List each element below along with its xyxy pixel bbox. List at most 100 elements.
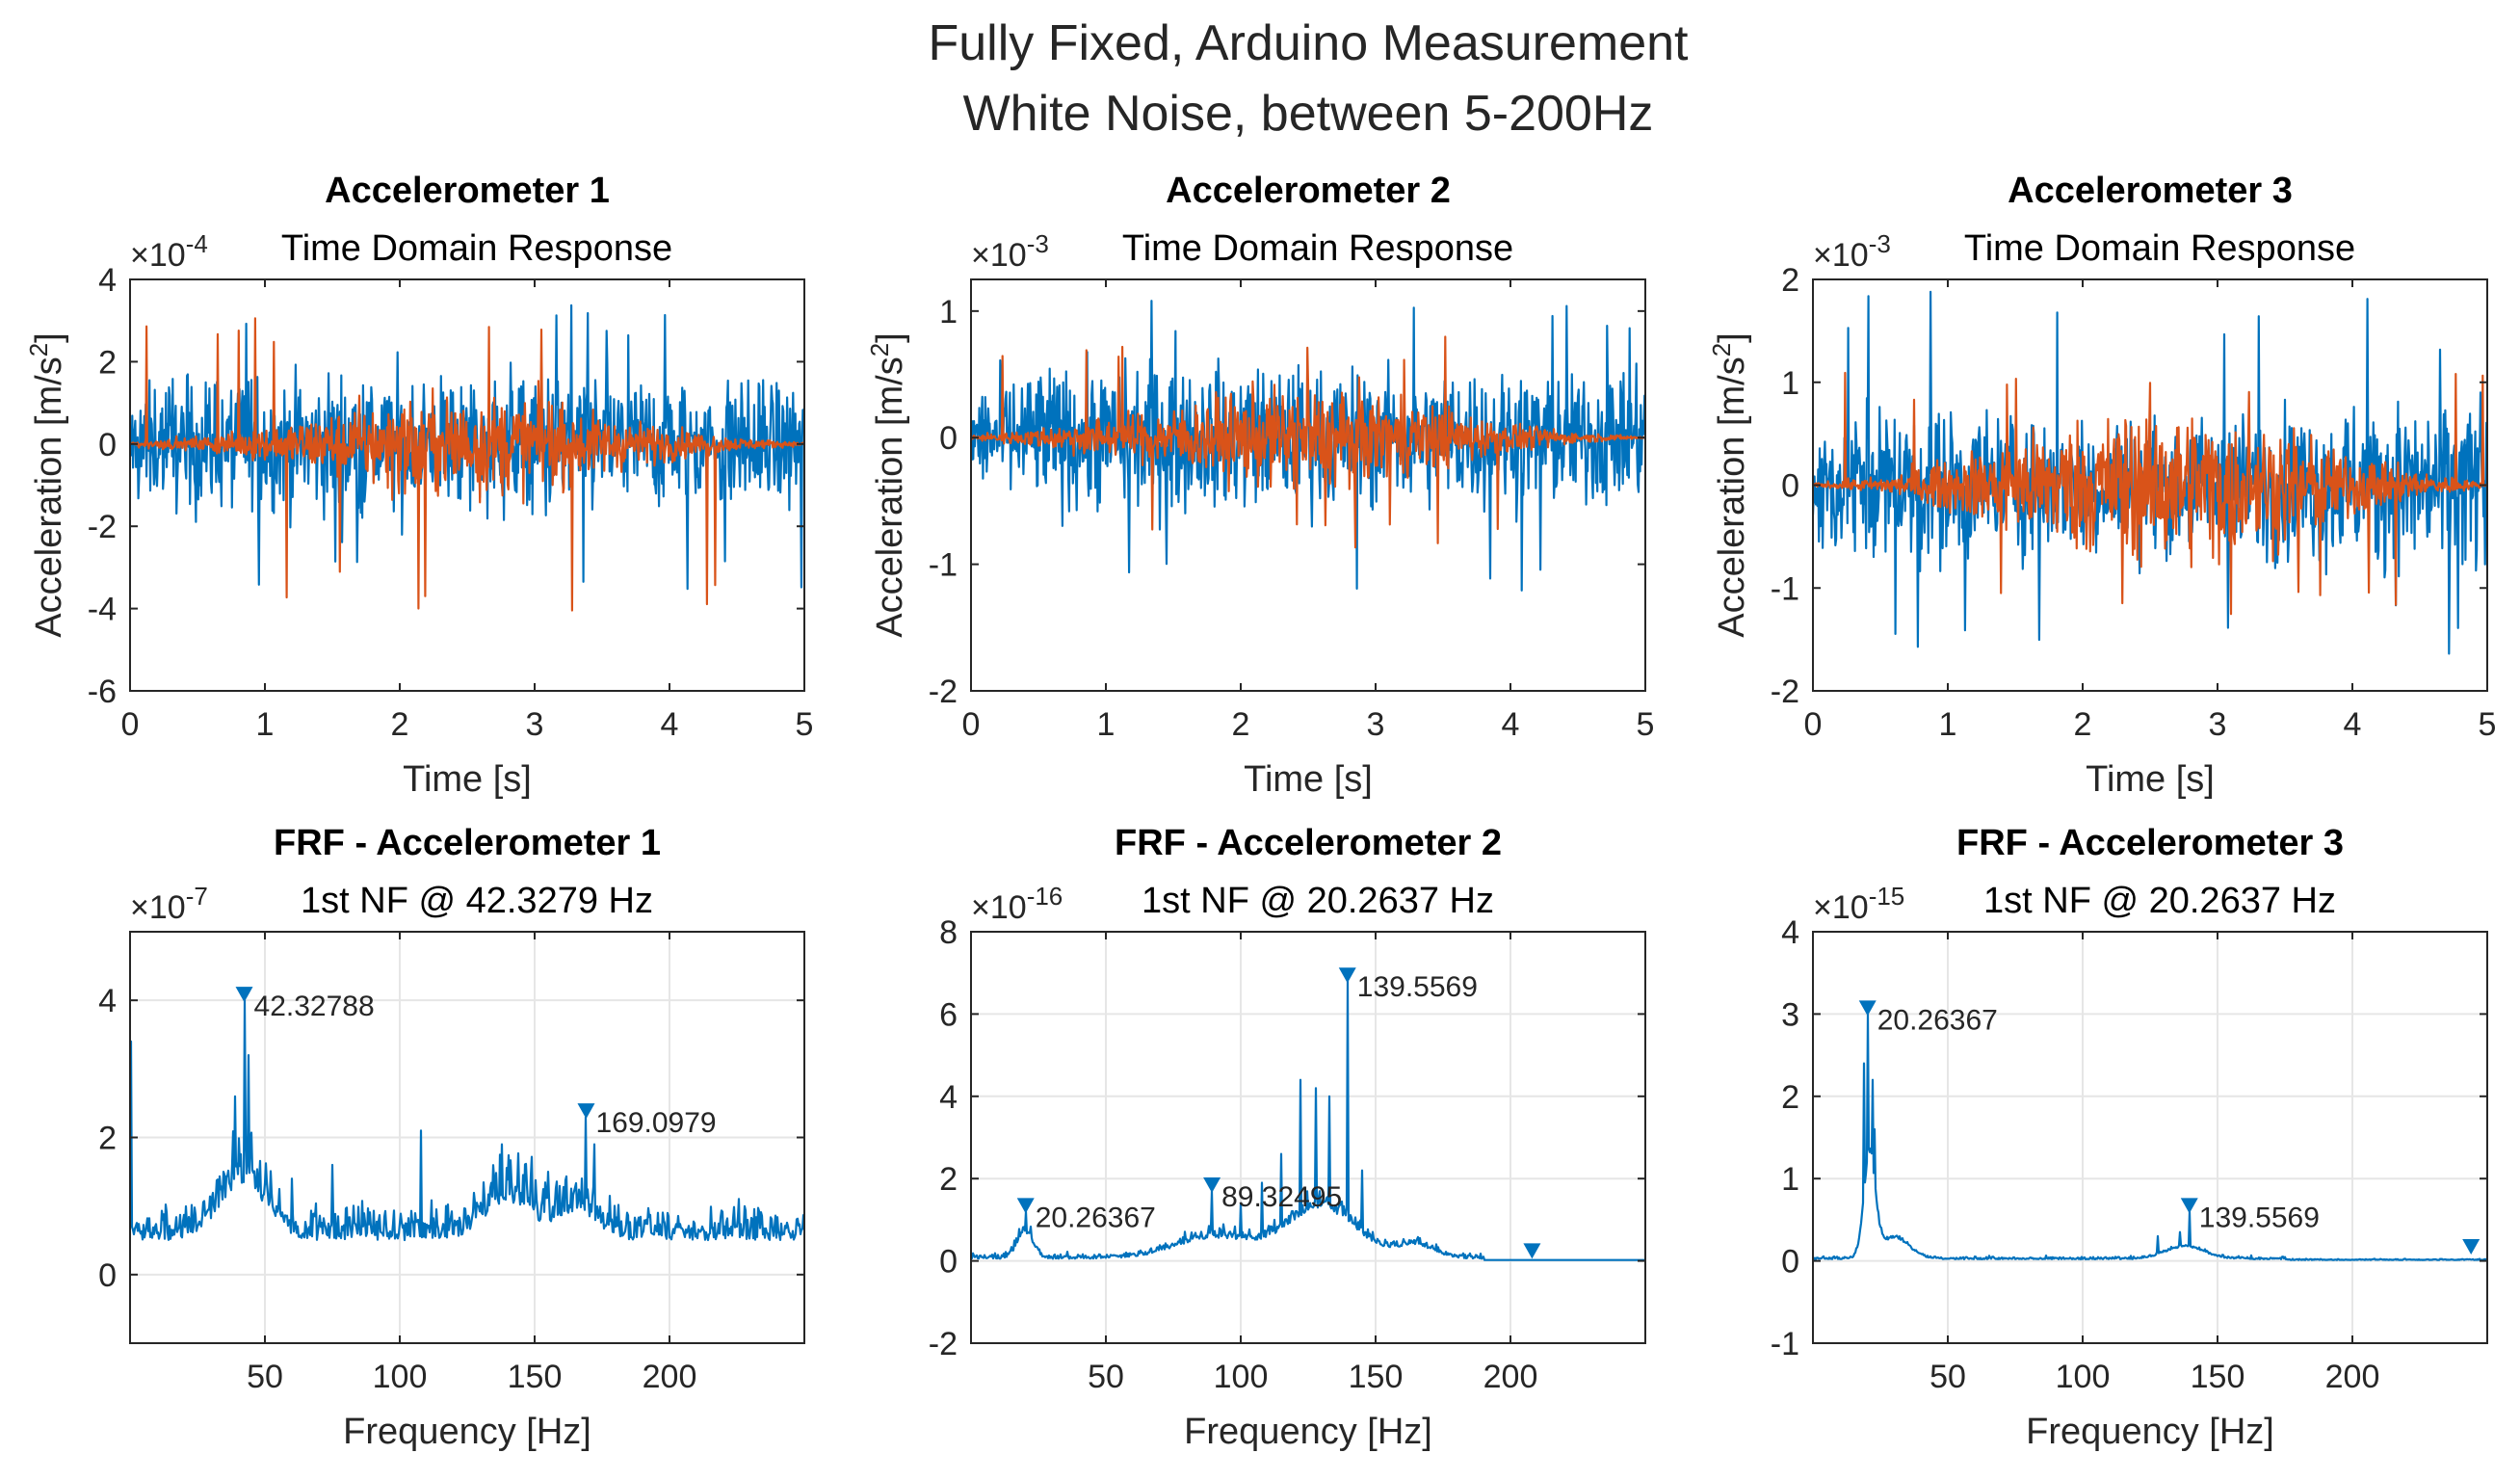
plot-data: [1813, 290, 2487, 655]
multiplier-base: ×10: [1813, 237, 1869, 274]
x-tick-label: 1: [256, 706, 275, 743]
peak-marker: [577, 1103, 595, 1120]
y-axis-label-text: Acceleration [m/s: [29, 357, 69, 637]
x-tick-label: 200: [643, 1359, 697, 1395]
multiplier-base: ×10: [971, 237, 1027, 274]
axis-multiplier: ×10-15: [1813, 882, 1904, 926]
plot-data: [1813, 1013, 2487, 1261]
y-tick-label: 3: [1781, 996, 1799, 1033]
y-tick-label: 4: [939, 1079, 958, 1116]
peak-marker: [1858, 1000, 1877, 1017]
x-tick-label: 2: [1232, 706, 1250, 743]
plot-data: [971, 980, 1645, 1261]
plot-data: [130, 304, 804, 612]
multiplier-exponent: -7: [186, 882, 208, 911]
y-axis-label-superscript: 2: [865, 343, 894, 357]
x-tick-label: 5: [796, 706, 814, 743]
plot-data: [130, 999, 804, 1242]
axes-box: [970, 278, 1646, 692]
y-tick-label: -1: [1771, 1326, 1799, 1362]
x-tick-label: 50: [247, 1359, 283, 1395]
y-tick-label: 2: [939, 1161, 958, 1198]
x-axis-label: Time [s]: [1244, 759, 1373, 800]
x-tick-label: 150: [1349, 1359, 1404, 1395]
y-tick-label: 1: [939, 294, 958, 330]
y-axis-label-end: ]: [29, 332, 69, 343]
x-tick-label: 150: [2191, 1359, 2245, 1395]
multiplier-base: ×10: [130, 237, 186, 274]
axes-box: [970, 931, 1646, 1344]
y-axis-label-text: Acceleration [m/s: [1712, 357, 1752, 637]
axis-multiplier: ×10-16: [971, 882, 1063, 926]
axes-box: [1812, 931, 2488, 1344]
x-tick-label: 1: [1097, 706, 1116, 743]
y-tick-label: -2: [88, 509, 117, 545]
subplot-subtitle: Time Domain Response: [1964, 228, 2355, 269]
axis-multiplier: ×10-3: [971, 229, 1049, 274]
y-tick-label: -6: [88, 674, 117, 710]
subplot-title: FRF - Accelerometer 1: [274, 823, 661, 863]
figure-suptitle-line1: Fully Fixed, Arduino Measurement: [928, 15, 1689, 71]
peak-marker: [1338, 967, 1356, 984]
x-tick-label: 0: [121, 706, 140, 743]
y-tick-label: 0: [98, 427, 117, 463]
x-tick-label: 50: [1929, 1359, 1966, 1395]
peak-marker: [1203, 1177, 1221, 1194]
peak-marker: [235, 987, 253, 1003]
subplot-subtitle: Time Domain Response: [1122, 228, 1513, 269]
y-axis-label-superscript: 2: [1707, 343, 1736, 357]
series-line-windowed: [130, 317, 804, 612]
axis-multiplier: ×10-3: [1813, 229, 1891, 274]
x-axis-label: Frequency [Hz]: [1184, 1412, 1432, 1452]
peak-label: 20.26367: [1036, 1202, 1156, 1233]
y-axis-label-superscript: 2: [24, 343, 53, 357]
y-tick-label: 0: [939, 1244, 958, 1281]
x-axis-label: Frequency [Hz]: [2026, 1412, 2274, 1452]
axis-multiplier: ×10-4: [130, 229, 208, 274]
plot-area: [971, 932, 1645, 1343]
x-tick-label: 3: [526, 706, 544, 743]
subplot-subtitle: 1st NF @ 20.2637 Hz: [1983, 881, 2336, 921]
frf-magnitude-line: [971, 980, 1645, 1261]
x-axis-label: Frequency [Hz]: [343, 1412, 591, 1452]
y-tick-label: 1: [1781, 1161, 1799, 1198]
multiplier-base: ×10: [1813, 889, 1869, 926]
subplot-3: 0 1 2 3 4 5 -2 -1 0 1 2 ×10-3 Accelerometer 3 Time Do…: [1707, 171, 2496, 800]
peak-marker: [2462, 1239, 2481, 1255]
x-tick-label: 50: [1088, 1359, 1124, 1395]
y-tick-label: -2: [929, 1326, 958, 1362]
x-tick-label: 4: [2344, 706, 2362, 743]
y-axis-label-end: ]: [1712, 332, 1752, 343]
y-tick-label: 0: [1781, 1244, 1799, 1281]
y-tick-label: 4: [1781, 914, 1799, 951]
x-tick-label: 2: [2074, 706, 2092, 743]
x-tick-label: 4: [661, 706, 679, 743]
multiplier-exponent: -16: [1027, 882, 1063, 911]
peak-marker: [2180, 1198, 2198, 1214]
x-tick-label: 2: [391, 706, 409, 743]
y-tick-label: 6: [939, 996, 958, 1033]
x-tick-label: 3: [2209, 706, 2227, 743]
axis-multiplier: ×10-7: [130, 882, 208, 926]
subplot-subtitle: 1st NF @ 42.3279 Hz: [301, 881, 653, 921]
x-tick-label: 100: [2056, 1359, 2111, 1395]
y-axis-label: Acceleration [m/s2]: [24, 332, 69, 637]
y-tick-label: 4: [98, 983, 117, 1019]
subplot-subtitle: Time Domain Response: [281, 228, 672, 269]
subplot-5: 20.26367 89.32495 139.5569 50 100 150 200 -2 0 2 4…: [929, 823, 1646, 1452]
axes-box: [129, 278, 805, 692]
multiplier-base: ×10: [971, 889, 1027, 926]
y-tick-label: -1: [1771, 570, 1799, 607]
x-tick-label: 100: [373, 1359, 428, 1395]
subplot-subtitle: 1st NF @ 20.2637 Hz: [1142, 881, 1494, 921]
multiplier-exponent: -3: [1027, 229, 1049, 258]
subplot-title: FRF - Accelerometer 2: [1115, 823, 1502, 863]
y-tick-label: 0: [98, 1257, 117, 1294]
y-tick-label: 4: [98, 262, 117, 299]
peak-label: 89.32495: [1221, 1181, 1342, 1213]
subplot-title: Accelerometer 1: [325, 171, 610, 211]
subplot-title: Accelerometer 2: [1166, 171, 1451, 211]
y-axis-label: Acceleration [m/s2]: [865, 332, 910, 637]
frf-magnitude-line: [130, 999, 804, 1242]
